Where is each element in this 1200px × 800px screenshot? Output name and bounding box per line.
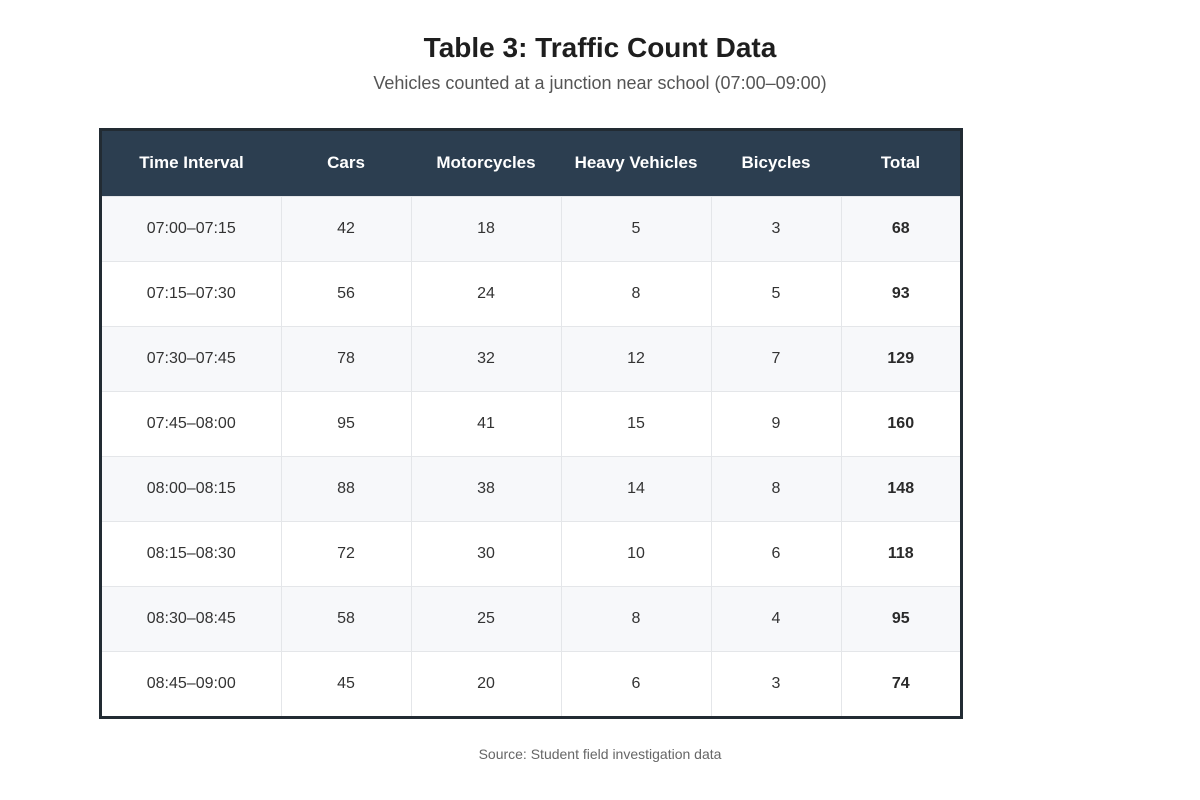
table-body: 07:00–07:15 42 18 5 3 68 07:15–07:30 56 24 8 5 93 07… <box>102 195 960 716</box>
total-cell: 160 <box>840 390 960 456</box>
motorcycles-cell: 41 <box>410 390 561 456</box>
table-row: 08:45–09:00 45 20 6 3 74 <box>102 650 960 716</box>
table-row: 08:15–08:30 72 30 10 6 118 <box>102 520 960 586</box>
cars-cell: 56 <box>280 260 411 326</box>
heavy-vehicles-cell: 12 <box>560 325 711 391</box>
cars-cell: 45 <box>280 650 411 716</box>
motorcycles-cell: 32 <box>410 325 561 391</box>
table-title: Table 3: Traffic Count Data <box>423 32 777 63</box>
time-interval-cell: 07:30–07:45 <box>102 325 281 391</box>
heavy-vehicles-cell: 5 <box>560 195 711 261</box>
table-row: 08:00–08:15 88 38 14 8 148 <box>102 455 960 521</box>
time-interval-cell: 08:15–08:30 <box>102 520 281 586</box>
column-header-motorcycles: Motorcycles <box>436 153 536 173</box>
column-header-bicycles: Bicycles <box>741 153 811 173</box>
total-cell: 129 <box>840 325 960 391</box>
cars-cell: 58 <box>280 585 411 651</box>
time-interval-cell: 07:15–07:30 <box>102 260 281 326</box>
bicycles-cell: 3 <box>710 650 841 716</box>
table-subtitle: Vehicles counted at a junction near scho… <box>373 73 827 93</box>
column-header-time-interval: Time Interval <box>139 153 244 173</box>
heavy-vehicles-cell: 14 <box>560 455 711 521</box>
time-interval-cell: 08:45–09:00 <box>102 650 281 716</box>
header-row: Time Interval Cars Motorcycles Heavy Veh… <box>102 131 960 196</box>
motorcycles-cell: 30 <box>410 520 561 586</box>
bicycles-cell: 5 <box>710 260 841 326</box>
heavy-vehicles-cell: 8 <box>560 260 711 326</box>
bicycles-cell: 6 <box>710 520 841 586</box>
motorcycles-cell: 38 <box>410 455 561 521</box>
total-cell: 68 <box>840 195 960 261</box>
motorcycles-cell: 24 <box>410 260 561 326</box>
heavy-vehicles-cell: 8 <box>560 585 711 651</box>
cars-cell: 72 <box>280 520 411 586</box>
table-row: 07:45–08:00 95 41 15 9 160 <box>102 390 960 456</box>
cars-cell: 78 <box>280 325 411 391</box>
bicycles-cell: 7 <box>710 325 841 391</box>
source-note: Source: Student field investigation data <box>478 746 722 762</box>
time-interval-cell: 07:00–07:15 <box>102 195 281 261</box>
heavy-vehicles-cell: 15 <box>560 390 711 456</box>
total-cell: 74 <box>840 650 960 716</box>
cars-cell: 95 <box>280 390 411 456</box>
motorcycles-cell: 18 <box>410 195 561 261</box>
total-cell: 118 <box>840 520 960 586</box>
traffic-table-container: Time Interval Cars Motorcycles Heavy Veh… <box>99 128 963 719</box>
time-interval-cell: 08:00–08:15 <box>102 455 281 521</box>
table-row: 07:00–07:15 42 18 5 3 68 <box>102 195 960 261</box>
heavy-vehicles-cell: 10 <box>560 520 711 586</box>
table-row: 07:15–07:30 56 24 8 5 93 <box>102 260 960 326</box>
column-header-heavy-vehicles: Heavy Vehicles <box>574 153 698 173</box>
time-interval-cell: 08:30–08:45 <box>102 585 281 651</box>
cars-cell: 88 <box>280 455 411 521</box>
bicycles-cell: 4 <box>710 585 841 651</box>
table-header: Time Interval Cars Motorcycles Heavy Veh… <box>102 131 960 196</box>
bicycles-cell: 9 <box>710 390 841 456</box>
total-cell: 95 <box>840 585 960 651</box>
table-row: 07:30–07:45 78 32 12 7 129 <box>102 325 960 391</box>
heavy-vehicles-cell: 6 <box>560 650 711 716</box>
column-header-cars: Cars <box>327 153 365 173</box>
bicycles-cell: 3 <box>710 195 841 261</box>
total-cell: 148 <box>840 455 960 521</box>
cars-cell: 42 <box>280 195 411 261</box>
column-header-total: Total <box>880 153 921 173</box>
bicycles-cell: 8 <box>710 455 841 521</box>
traffic-count-table: Time Interval Cars Motorcycles Heavy Veh… <box>102 131 960 716</box>
motorcycles-cell: 25 <box>410 585 561 651</box>
table-row: 08:30–08:45 58 25 8 4 95 <box>102 585 960 651</box>
time-interval-cell: 07:45–08:00 <box>102 390 281 456</box>
motorcycles-cell: 20 <box>410 650 561 716</box>
total-cell: 93 <box>840 260 960 326</box>
